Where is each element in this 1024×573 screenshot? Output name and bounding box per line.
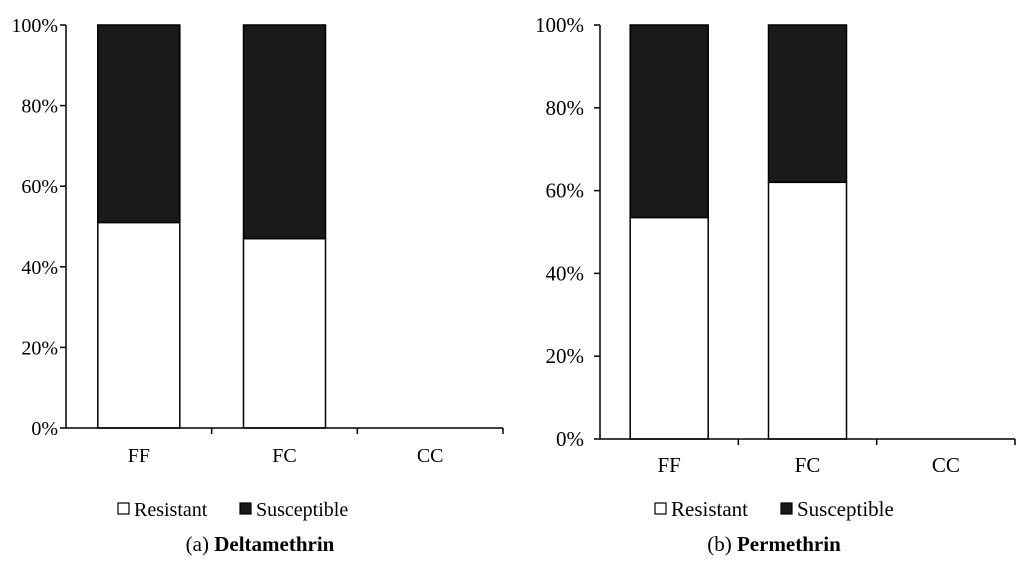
y-tick-label: 80% bbox=[546, 96, 585, 120]
y-tick-label: 100% bbox=[535, 13, 584, 37]
y-tick-label: 40% bbox=[546, 261, 585, 285]
legend-label-resistant: Resistant bbox=[671, 497, 748, 521]
panel-title-text: Deltamethrin bbox=[214, 532, 334, 556]
panel-title: (b) Permethrin bbox=[707, 532, 841, 556]
bar-susceptible-ff bbox=[97, 24, 181, 224]
y-tick-label: 20% bbox=[21, 337, 58, 359]
bar-susceptible-fc bbox=[767, 24, 848, 184]
y-tick-label: 60% bbox=[546, 179, 585, 203]
x-tick-label-cc: CC bbox=[932, 453, 960, 477]
y-tick-label: 60% bbox=[21, 176, 58, 198]
x-tick-label-ff: FF bbox=[657, 453, 680, 477]
panel-permethrin: 0% 20% 40% 60% 80% 100% FF FC CC Resistant Suscept… bbox=[535, 13, 1016, 556]
legend-swatch-resistant bbox=[654, 502, 667, 515]
panel-title: (a) Deltamethrin bbox=[186, 532, 335, 556]
legend-swatch-susceptible bbox=[780, 502, 793, 515]
panel-title-text: Permethrin bbox=[737, 532, 841, 556]
bar-resistant-ff bbox=[629, 216, 709, 440]
y-tick-label: 20% bbox=[546, 344, 585, 368]
x-tick-label-cc: CC bbox=[417, 445, 444, 467]
legend-label-susceptible: Susceptible bbox=[797, 497, 894, 521]
legend-swatch-resistant bbox=[117, 502, 130, 515]
bar-resistant-fc bbox=[242, 237, 327, 429]
bar-resistant-ff bbox=[97, 221, 181, 429]
legend-swatch-susceptible bbox=[239, 502, 252, 515]
panel-deltamethrin: 0% 20% 40% 60% 80% 100% FF FC CC Resistant Suscept… bbox=[11, 15, 504, 556]
bar-resistant-fc bbox=[767, 181, 848, 440]
bar-susceptible-fc bbox=[242, 24, 327, 240]
y-tick-label: 40% bbox=[21, 257, 58, 279]
y-tick-label: 80% bbox=[21, 96, 58, 118]
panel-label: (a) bbox=[186, 532, 215, 556]
x-tick-label-ff: FF bbox=[128, 445, 150, 467]
x-tick-label-fc: FC bbox=[795, 453, 821, 477]
panel-label: (b) bbox=[707, 532, 737, 556]
x-tick-label-fc: FC bbox=[272, 445, 296, 467]
y-tick-label: 0% bbox=[556, 427, 584, 451]
legend-label-resistant: Resistant bbox=[134, 499, 208, 521]
bar-susceptible-ff bbox=[629, 24, 709, 219]
y-tick-label: 100% bbox=[11, 15, 58, 37]
legend-label-susceptible: Susceptible bbox=[256, 499, 348, 521]
y-tick-label: 0% bbox=[31, 418, 58, 440]
